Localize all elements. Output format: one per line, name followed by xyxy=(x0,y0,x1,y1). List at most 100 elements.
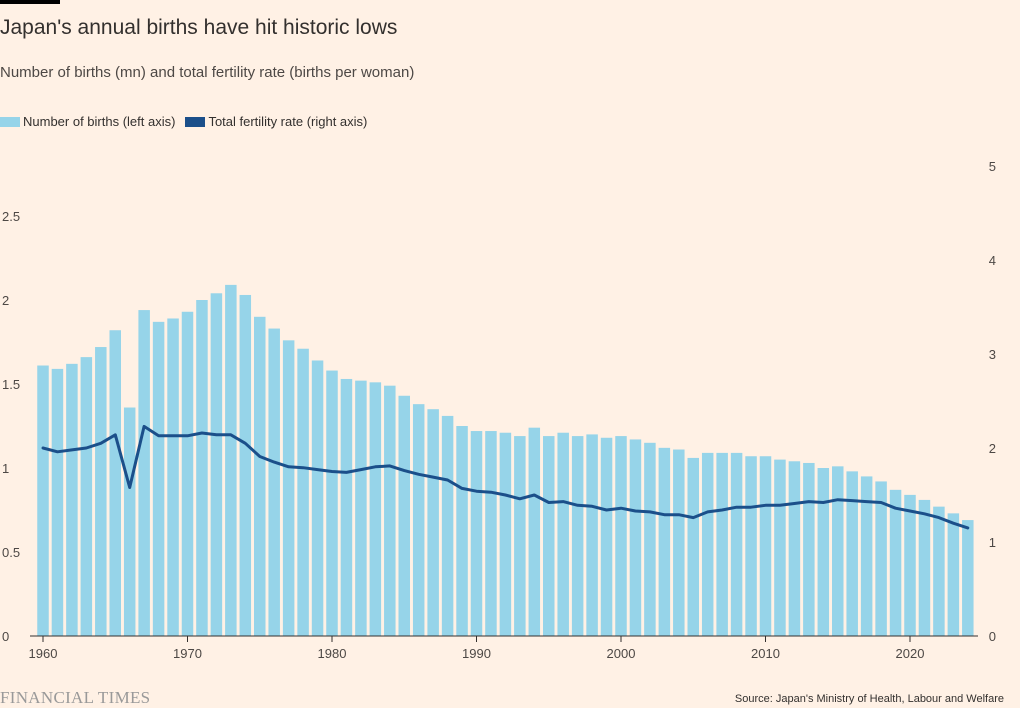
births-bar xyxy=(268,328,280,636)
births-bar xyxy=(441,415,454,636)
births-bar xyxy=(543,436,555,636)
births-bar xyxy=(485,431,497,636)
x-axis-tick-label: 2020 xyxy=(896,646,925,661)
births-bar xyxy=(109,330,121,636)
births-bar xyxy=(123,407,136,636)
births-bar xyxy=(586,434,598,636)
births-bar xyxy=(167,318,179,636)
chart-legend: Number of births (left axis) Total ferti… xyxy=(0,114,377,129)
left-axis-tick-label: 1.5 xyxy=(2,377,20,392)
births-bar xyxy=(832,466,844,636)
births-bar xyxy=(904,494,916,636)
births-bar xyxy=(860,476,873,636)
births-bar xyxy=(716,452,728,636)
x-axis-tick-label: 1980 xyxy=(318,646,347,661)
births-bar xyxy=(730,452,743,636)
births-bar xyxy=(254,316,266,636)
chart-title: Japan's annual births have hit historic … xyxy=(0,16,398,39)
births-bar xyxy=(311,360,324,636)
births-bar xyxy=(918,499,931,636)
births-bar xyxy=(297,348,309,636)
births-bar xyxy=(66,363,78,636)
left-axis-tick-label: 2.5 xyxy=(2,209,20,224)
right-axis-tick-label: 3 xyxy=(989,347,996,362)
births-bar xyxy=(51,368,64,636)
births-bar xyxy=(384,385,396,636)
births-bar xyxy=(398,395,410,636)
brand-bar xyxy=(0,0,60,4)
births-bar xyxy=(456,426,468,636)
left-axis-tick-label: 0 xyxy=(2,629,9,644)
births-bar xyxy=(947,513,960,636)
births-bar xyxy=(427,409,439,636)
births-bar xyxy=(600,437,613,636)
births-bar xyxy=(340,378,353,636)
births-bar xyxy=(701,452,714,636)
births-bar xyxy=(673,449,685,636)
births-bar xyxy=(658,447,671,636)
births-bar xyxy=(326,370,338,636)
x-axis: 1960 1970 1980 1990 2000 2010 2020 xyxy=(29,635,978,661)
right-axis-tick-label: 1 xyxy=(989,535,996,550)
fertility-line xyxy=(41,424,970,530)
right-axis-ticks: 0 1 2 3 4 5 xyxy=(989,159,996,644)
births-bar xyxy=(225,284,237,636)
births-bar xyxy=(803,462,815,636)
legend-label-fertility: Total fertility rate (right axis) xyxy=(208,114,368,129)
right-axis-tick-label: 4 xyxy=(989,253,996,268)
births-bar xyxy=(644,442,656,636)
births-bar xyxy=(138,310,150,636)
births-bar xyxy=(369,382,382,636)
chart-plot: 0 0.5 1 1.5 2 2.5 0 1 2 3 4 5 1960 1970 1980 1990 2000… xyxy=(2,159,996,661)
left-axis-tick-label: 1 xyxy=(2,461,9,476)
legend-label-births: Number of births (left axis) xyxy=(23,114,176,129)
births-bar xyxy=(470,431,483,636)
legend-swatch-births xyxy=(0,116,20,127)
right-axis-tick-label: 5 xyxy=(989,159,996,174)
births-bar xyxy=(788,461,801,636)
births-bar xyxy=(571,436,584,636)
x-axis-tick-label: 2010 xyxy=(751,646,780,661)
brand-logo: FINANCIAL TIMES xyxy=(0,688,151,707)
legend-swatch-fertility xyxy=(185,116,206,127)
births-bar xyxy=(210,293,223,636)
births-bar xyxy=(514,436,526,636)
source-note: Source: Japan's Ministry of Health, Labo… xyxy=(734,693,1004,705)
fertility-rate-line xyxy=(41,424,970,530)
births-bars xyxy=(37,284,974,636)
births-bar xyxy=(774,459,786,636)
births-bar xyxy=(629,439,642,636)
left-axis-ticks: 0 0.5 1 1.5 2 2.5 xyxy=(2,209,20,644)
right-axis-tick-label: 0 xyxy=(989,629,996,644)
births-bar xyxy=(152,321,165,636)
births-bar xyxy=(499,432,512,636)
births-bar xyxy=(933,506,945,636)
births-bar xyxy=(95,347,107,636)
chart-subtitle: Number of births (mn) and total fertilit… xyxy=(0,64,415,81)
births-bar xyxy=(889,489,902,636)
x-axis-tick-label: 1960 xyxy=(29,646,58,661)
births-bar xyxy=(875,481,887,636)
births-bar xyxy=(615,436,627,636)
births-bar xyxy=(528,427,541,636)
legend-item-fertility: Total fertility rate (right axis) xyxy=(185,114,367,129)
legend-item-births: Number of births (left axis) xyxy=(0,114,175,129)
births-bar xyxy=(962,520,974,636)
births-bar xyxy=(196,300,208,636)
births-bar xyxy=(846,471,858,636)
left-axis-tick-label: 0.5 xyxy=(2,545,20,560)
births-bar xyxy=(412,404,425,636)
births-bar xyxy=(557,432,569,636)
x-axis-tick-label: 1970 xyxy=(173,646,202,661)
births-bar xyxy=(745,456,757,636)
births-bar xyxy=(687,457,699,636)
births-bar xyxy=(80,357,93,636)
left-axis-tick-label: 2 xyxy=(2,293,9,308)
right-axis-tick-label: 2 xyxy=(989,441,996,456)
births-bar xyxy=(37,365,49,636)
x-axis-tick-label: 1990 xyxy=(462,646,491,661)
births-bar xyxy=(355,380,367,636)
births-bar xyxy=(282,340,295,636)
births-bar xyxy=(239,294,252,636)
births-bar xyxy=(759,456,772,636)
